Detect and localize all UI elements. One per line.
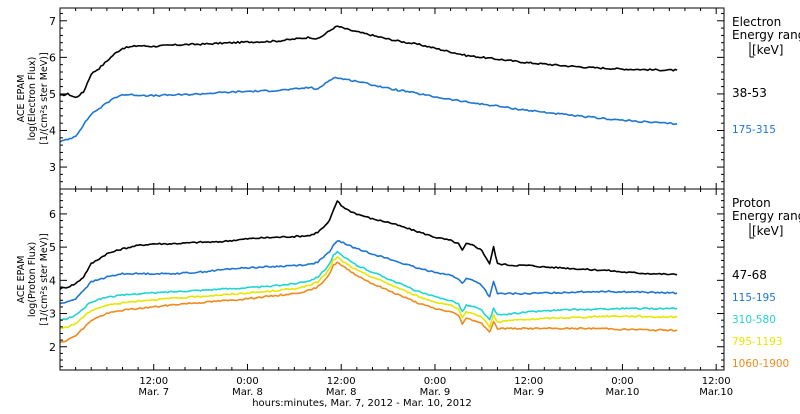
x-tick-label-day: Mar. 8 [326,387,357,398]
x-tick-label-day: Mar.10 [606,387,640,398]
series-line-115-195 [60,240,678,305]
y-axis-title-line: ACE EPAM [16,75,27,123]
series-group [60,200,678,343]
legend-entry-795-1193: 795-1193 [732,336,783,348]
x-tick-label-day: Mar. 9 [513,387,544,398]
series-group [60,25,678,143]
legend-units: [keV] [752,224,783,238]
x-tick-label-time: 12:00 [514,376,543,387]
legend-entry-1060-1900: 1060-1900 [732,358,789,370]
x-tick-label-time: 0:00 [611,376,633,387]
y-tick-label: 4 [49,274,56,287]
y-tick-label: 3 [49,308,56,321]
legend-subtitle: Energy ranges [732,28,800,42]
x-tick-label-day: Mar. 8 [232,387,263,398]
x-axis-title: hours:minutes, Mar. 7, 2012 - Mar. 10, 2… [252,398,472,409]
y-axis-title-line: [1/(cm²s ster MeV)] [39,52,50,144]
y-tick-label: 7 [49,15,56,28]
legend-entry-47-68: 47-68 [732,268,767,282]
x-tick-label-time: 12:00 [327,376,356,387]
y-tick-label: 6 [49,51,56,64]
y-tick-label: 3 [49,161,56,174]
legend-entry-115-195: 115-195 [732,292,776,304]
y-axis-title-line: [1/(cm²s ster MeV)] [39,233,50,325]
x-tick-label-day: Mar. 7 [138,387,169,398]
legend-entry-175-315: 175-315 [732,124,776,136]
legend-entry-38-53: 38-53 [732,86,767,100]
x-tick-label-time: 0:00 [424,376,446,387]
series-line-1060-1900 [60,261,678,343]
legend-entry-310-580: 310-580 [732,314,776,326]
x-tick-label-time: 0:00 [236,376,258,387]
legend-title: Proton [732,196,771,210]
legend-title: Electron [732,15,781,29]
y-axis-title-line: log(Proton Flux) [27,242,38,317]
series-line-310-580 [60,250,678,321]
y-axis-title-line: log(Electron Flux) [27,57,38,141]
y-tick-label: 4 [49,124,56,137]
y-tick-label: 6 [49,208,56,221]
x-tick-label-day: Mar. 9 [420,387,451,398]
legend-subtitle: Energy ranges [732,209,800,223]
series-line-175-315 [60,76,678,143]
y-axis-title-line: ACE EPAM [16,256,27,304]
y-tick-label: 5 [49,241,56,254]
x-tick-label-time: 12:00 [139,376,168,387]
series-line-47-68 [60,200,678,290]
x-tick-label-day: Mar.10 [699,387,733,398]
y-tick-label: 5 [49,88,56,101]
legend-units: [keV] [752,43,783,57]
series-line-38-53 [60,25,678,99]
y-tick-label: 2 [49,341,56,354]
x-tick-label-time: 12:00 [702,376,731,387]
series-line-795-1193 [60,256,678,330]
